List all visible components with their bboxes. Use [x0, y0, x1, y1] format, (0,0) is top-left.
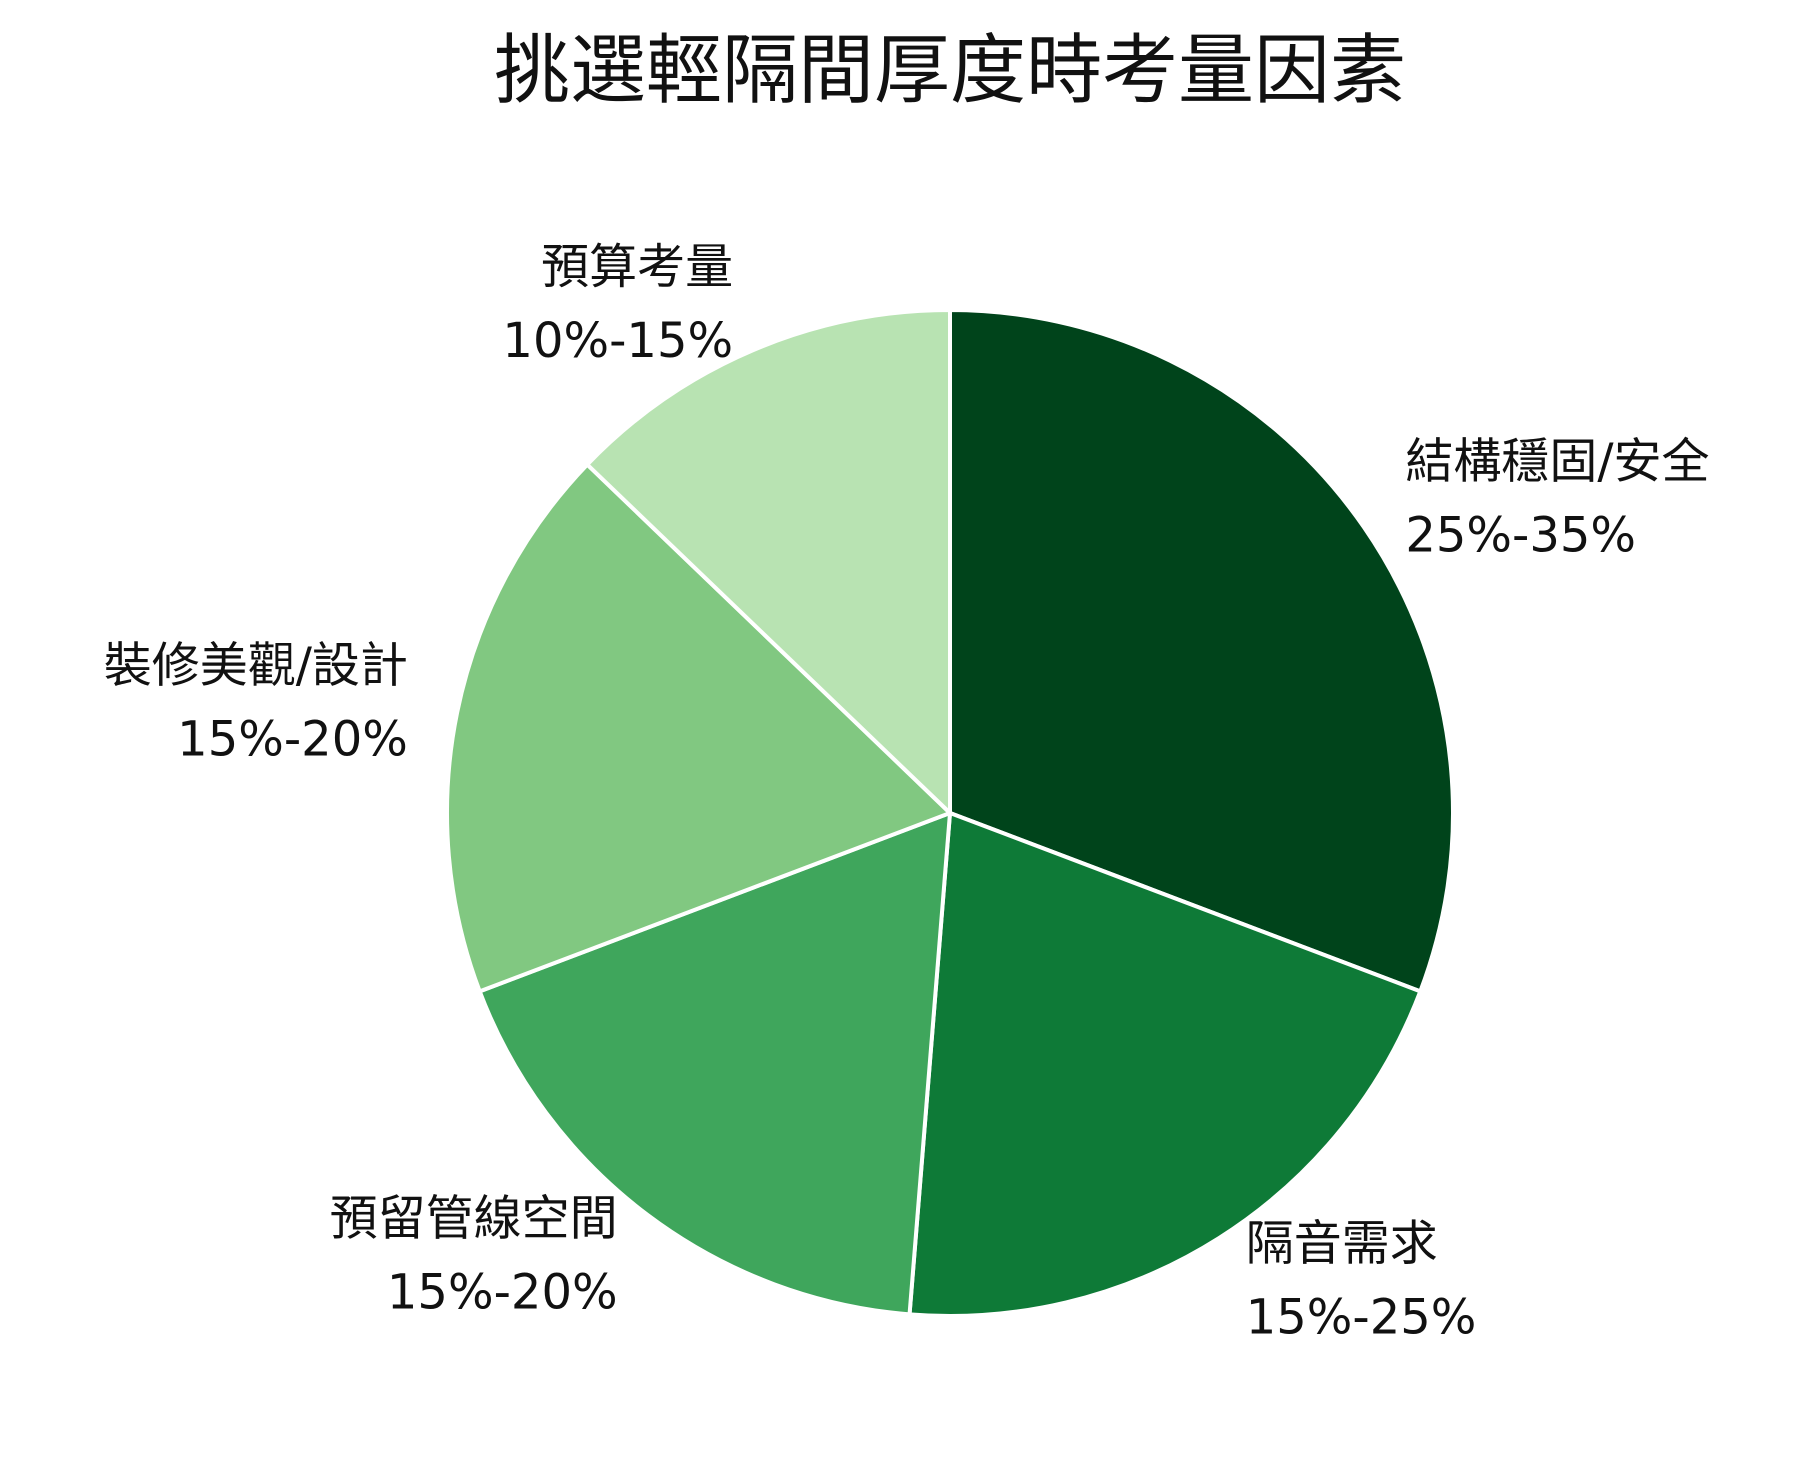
pie-slices	[445, 308, 1455, 1318]
slice-label-pipeline-space: 預留管線空間	[330, 1190, 618, 1246]
slice-labels: 結構穩固/安全 25%-35% 隔音需求 15%-25% 預留管線空間 15%-…	[104, 239, 1710, 1346]
slice-range-pipeline-space: 15%-20%	[387, 1264, 618, 1320]
pie-slice-aesthetics	[445, 462, 952, 994]
slice-label-budget: 預算考量	[541, 239, 733, 295]
slice-range-aesthetics: 15%-20%	[177, 711, 408, 767]
pie-slice-soundproofing	[907, 811, 1423, 1318]
pie-slice-pipeline-space	[477, 811, 952, 1317]
pie-slice-structure	[948, 308, 1455, 994]
slice-label-soundproofing: 隔音需求	[1246, 1216, 1438, 1272]
chart-title: 挑選輕隔間厚度時考量因素	[494, 26, 1406, 115]
pie-slice-budget	[585, 308, 952, 815]
slice-range-soundproofing: 15%-25%	[1246, 1290, 1477, 1346]
slice-range-structure: 25%-35%	[1405, 508, 1636, 564]
slice-label-structure: 結構穩固/安全	[1405, 434, 1709, 490]
slice-range-budget: 10%-15%	[502, 313, 733, 369]
slice-label-aesthetics: 裝修美觀/設計	[104, 637, 408, 693]
